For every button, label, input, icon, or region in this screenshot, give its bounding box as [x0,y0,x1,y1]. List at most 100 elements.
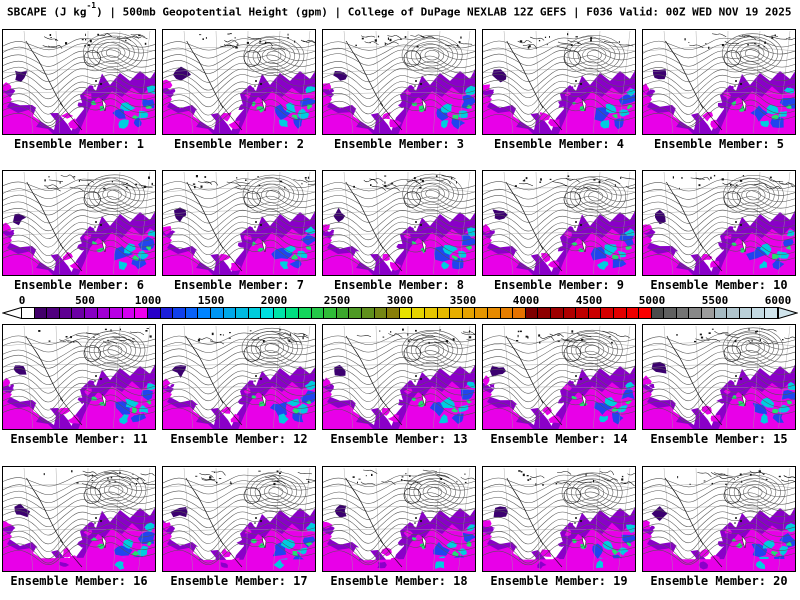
colorbar-left-arrow-icon [2,307,22,319]
cape-height-map [482,324,636,430]
ensemble-member-label: Ensemble Member: 7 [173,278,305,292]
ensemble-panel: Ensemble Member: 18 [322,466,476,588]
colorbar-segment [675,307,690,319]
ensemble-panel: Ensemble Member: 20 [642,466,796,588]
colorbar-segment [134,307,148,319]
cape-height-map [162,29,316,135]
colorbar-segment [247,307,262,319]
colorbar-segment [411,307,425,319]
colorbar-segment [335,307,350,319]
ensemble-panel: Ensemble Member: 9 [482,170,636,292]
colorbar-segment [83,307,98,319]
colorbar-tick: 4500 [575,294,603,307]
colorbar-segment [575,307,589,319]
colorbar-segment [424,307,438,319]
ensemble-panel: Ensemble Member: 4 [482,29,636,151]
cape-height-map [642,324,796,430]
ensemble-panel: Ensemble Member: 3 [322,29,476,151]
colorbar-segment [751,307,766,319]
colorbar-segment [184,307,199,319]
colorbar-tick: 5500 [701,294,729,307]
colorbar-segment [449,307,463,319]
cape-height-map [482,29,636,135]
colorbar-segment [398,307,413,319]
ensemble-member-label: Ensemble Member: 17 [170,574,308,588]
cape-height-map [322,29,476,135]
ensemble-panel: Ensemble Member: 6 [2,170,156,292]
colorbar-segment [386,307,400,319]
colorbar-segment [146,307,161,319]
ensemble-panel: Ensemble Member: 11 [2,324,156,446]
ensemble-panel: Ensemble Member: 15 [642,324,796,446]
colorbar-segment [71,307,85,319]
colorbar-segment [600,307,614,319]
colorbar-segment [21,307,35,319]
cape-height-map [642,466,796,572]
colorbar-segment [764,307,778,319]
cape-height-map [162,466,316,572]
colorbar-segment [625,307,640,319]
cape-height-map [162,170,316,276]
colorbar-tick: 500 [75,294,95,307]
ensemble-panel: Ensemble Member: 16 [2,466,156,588]
cape-height-map [322,324,476,430]
colorbar-tick: 1500 [197,294,225,307]
colorbar-segment [235,307,249,319]
colorbar-segment [172,307,186,319]
panel-row-2: Ensemble Member: 6 Ensemble Member: 7 En… [2,170,798,292]
panel-row-4: Ensemble Member: 16 Ensemble Member: 17 … [2,466,798,588]
ensemble-panel: Ensemble Member: 17 [162,466,316,588]
ensemble-panel: Ensemble Member: 19 [482,466,636,588]
ensemble-panel: Ensemble Member: 10 [642,170,796,292]
ensemble-member-label: Ensemble Member: 1 [13,137,145,151]
colorbar-right-arrow-icon [777,307,798,319]
colorbar-segment [310,307,325,319]
ensemble-member-label: Ensemble Member: 5 [653,137,785,151]
ensemble-panel: Ensemble Member: 7 [162,170,316,292]
colorbar-segment [461,307,476,319]
page-title: SBCAPE (J kg-1) | 500mb Geopotential Hei… [7,1,792,19]
colorbar-segment [726,307,740,319]
cape-height-map [2,466,156,572]
ensemble-panel: Ensemble Member: 12 [162,324,316,446]
ensemble-member-label: Ensemble Member: 3 [333,137,465,151]
ensemble-member-label: Ensemble Member: 12 [170,432,308,446]
panel-row-3: Ensemble Member: 11 Ensemble Member: 12 … [2,324,798,446]
colorbar-segment [348,307,363,319]
ensemble-member-label: Ensemble Member: 9 [493,278,625,292]
ensemble-member-label: Ensemble Member: 18 [330,574,468,588]
colorbar-segment [109,307,123,319]
ensemble-panel: Ensemble Member: 14 [482,324,636,446]
title-text: SBCAPE (J kg [7,5,87,19]
cape-height-map [2,170,156,276]
colorbar-segment [499,307,514,319]
ensemble-member-label: Ensemble Member: 6 [13,278,145,292]
colorbar-segment [96,307,111,319]
ensemble-member-label: Ensemble Member: 16 [10,574,148,588]
ensemble-member-label: Ensemble Member: 15 [650,432,788,446]
ensemble-member-label: Ensemble Member: 11 [10,432,148,446]
colorbar-segment [209,307,224,319]
cape-height-map [322,170,476,276]
ensemble-member-label: Ensemble Member: 2 [173,137,305,151]
cape-colorbar-legend: 0 500 1000 1500 2000 2500 3000 3500 4000 4500 5000… [0,294,800,321]
cape-height-map [482,170,636,276]
colorbar-tick: 1000 [134,294,162,307]
colorbar-segment [121,307,136,319]
cape-height-map [642,170,796,276]
colorbar-segment [323,307,337,319]
ensemble-panel: Ensemble Member: 8 [322,170,476,292]
colorbar-segment [738,307,753,319]
colorbar-segment [562,307,577,319]
cape-height-map [162,324,316,430]
title-text-rest: ) | 500mb Geopotential Height (gpm) | Co… [96,5,792,19]
colorbar-segment [222,307,237,319]
colorbar-segment [285,307,300,319]
colorbar-segment [361,307,375,319]
colorbar-tick: 2000 [260,294,288,307]
colorbar-segment [549,307,564,319]
colorbar-segment [612,307,627,319]
colorbar-segment [373,307,388,319]
cape-height-map [642,29,796,135]
